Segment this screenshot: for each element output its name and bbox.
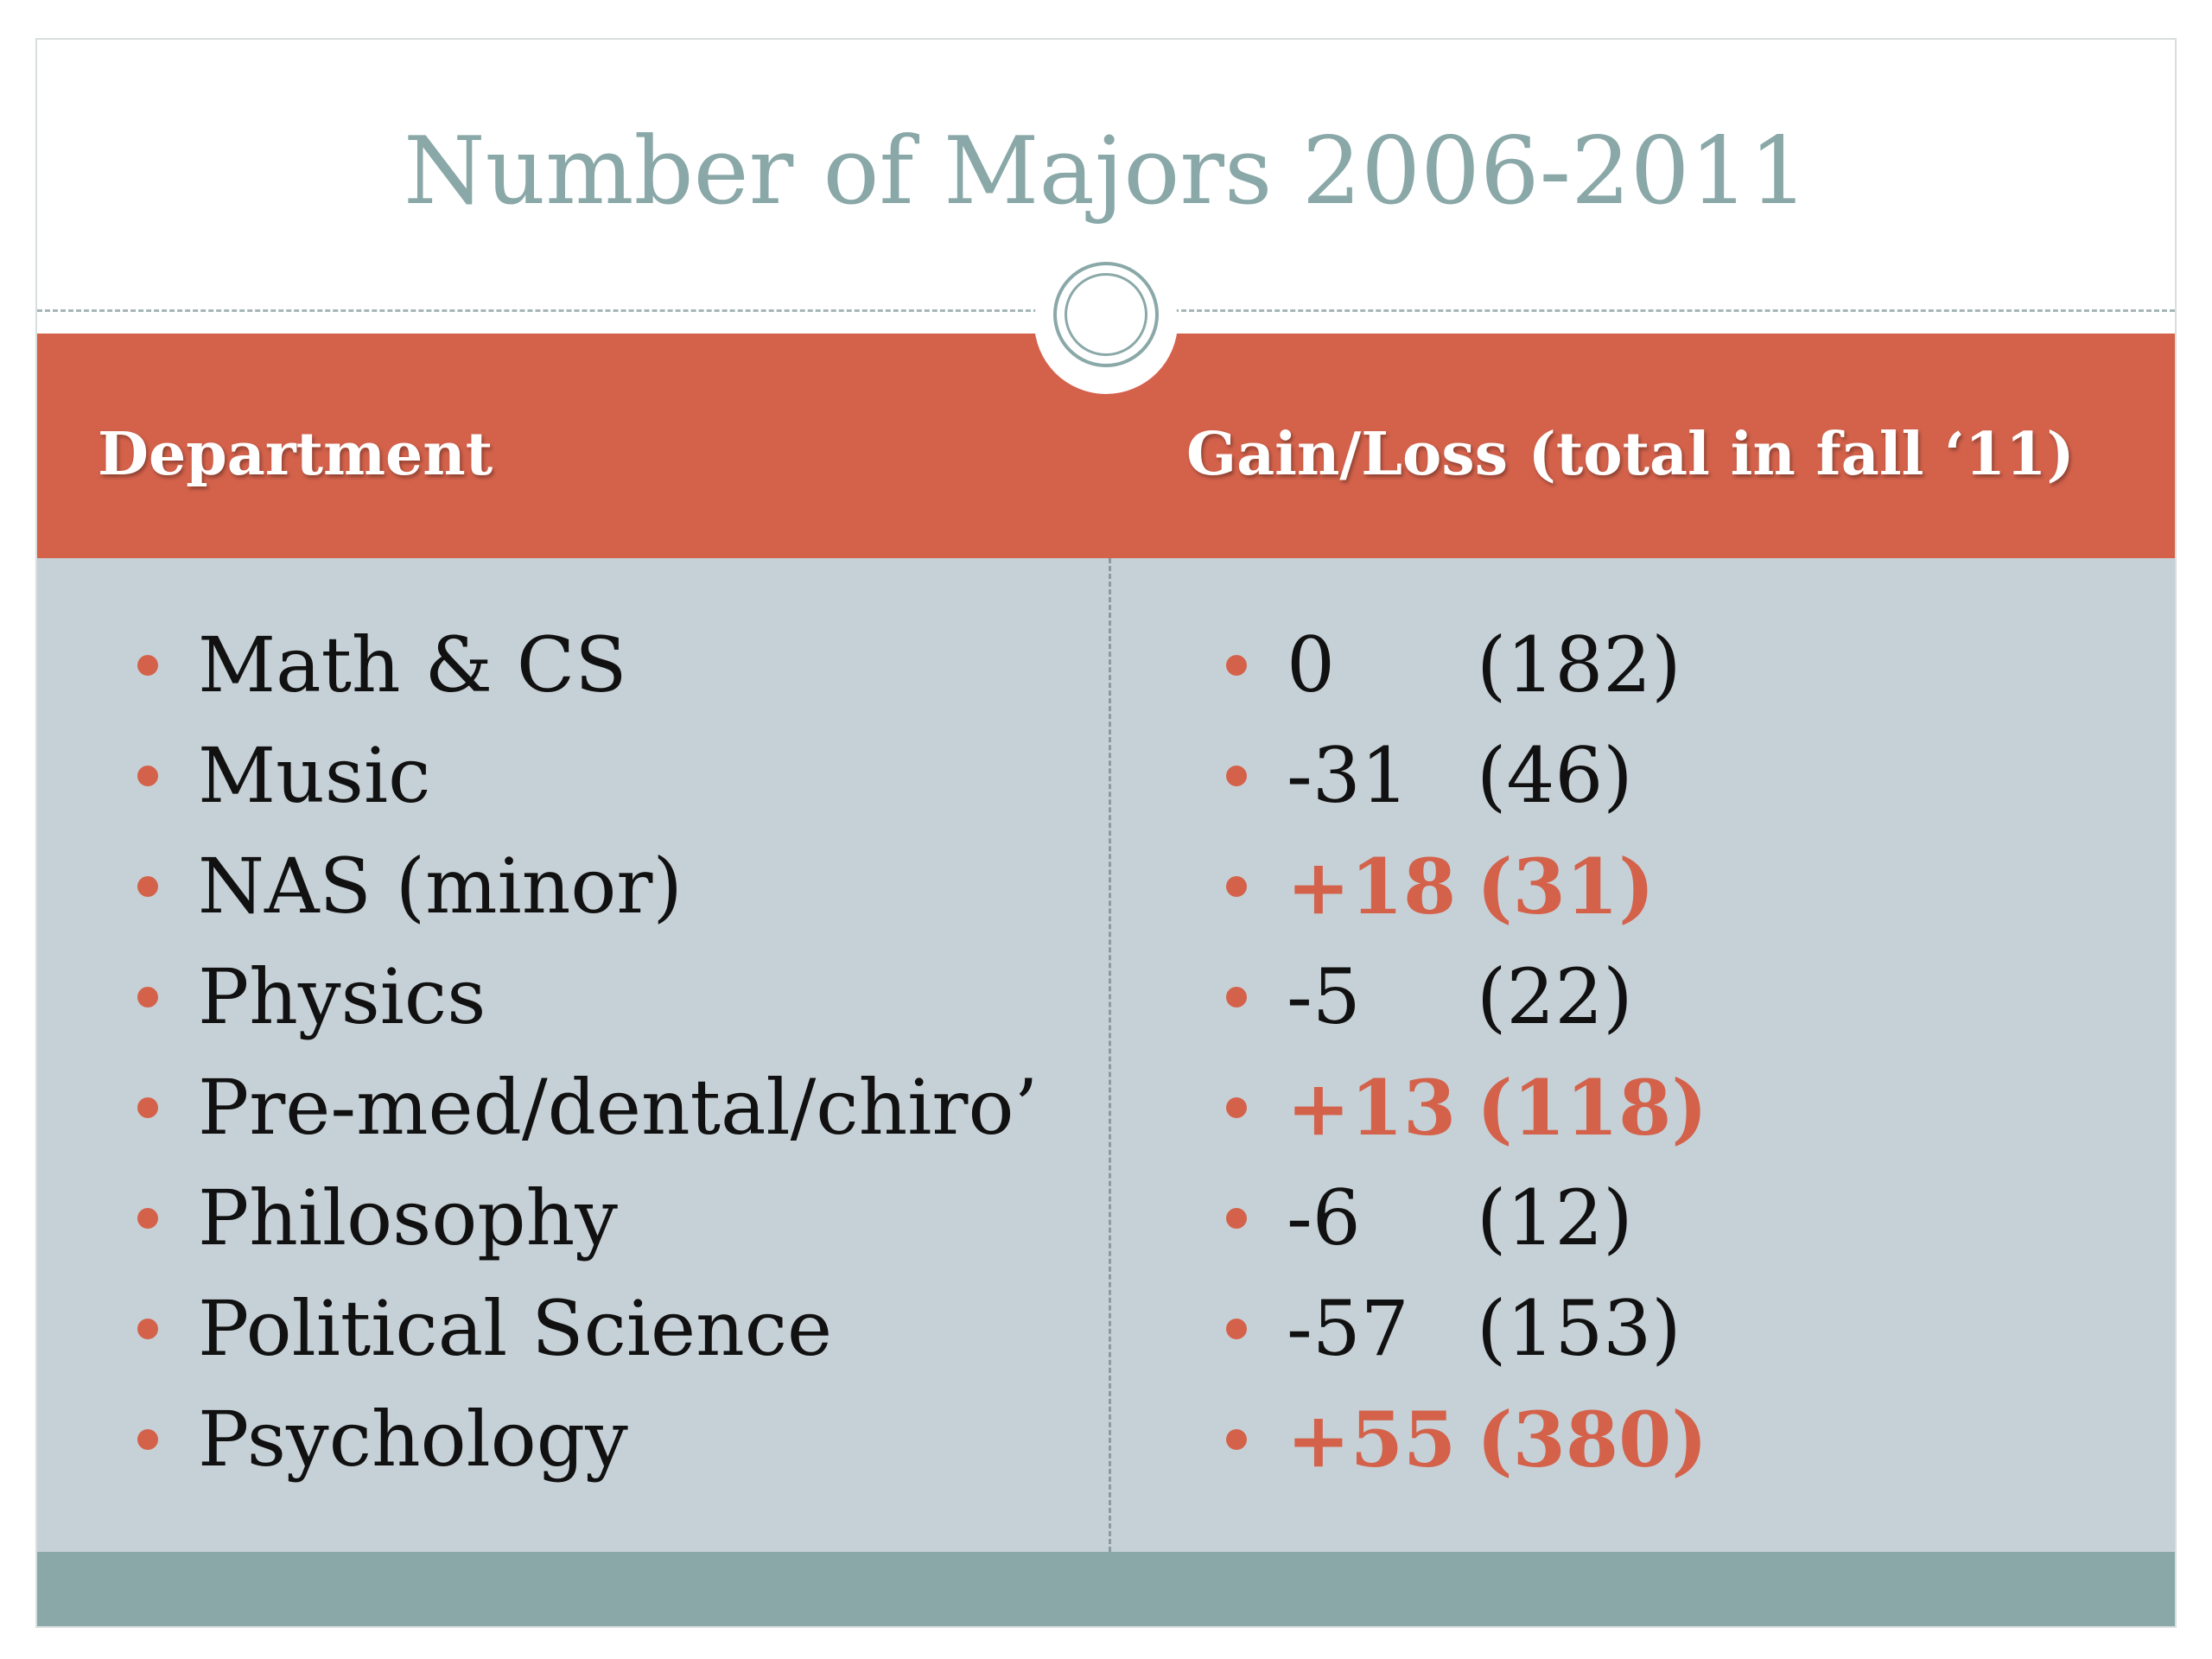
list-item: Physics	[98, 942, 1038, 1052]
department-name: Music	[198, 731, 431, 820]
column-divider	[1109, 558, 1111, 1552]
total-value: (46)	[1477, 731, 1633, 820]
slide-title: Number of Majors 2006-2011	[404, 118, 1808, 226]
table-body	[37, 558, 2175, 1552]
department-list: Math & CS Music NAS (minor) Physics Pre-…	[98, 610, 1038, 1495]
total-value: (12)	[1477, 1173, 1633, 1262]
total-value: (118)	[1477, 1063, 1707, 1153]
bullet-icon	[137, 876, 158, 897]
bullet-icon	[1226, 1097, 1247, 1118]
total-value: (182)	[1477, 620, 1681, 709]
department-header: Department	[98, 420, 493, 489]
list-item: Philosophy	[98, 1163, 1038, 1274]
bullet-icon	[1226, 1208, 1247, 1229]
list-item: Pre-med/dental/chiro’	[98, 1052, 1038, 1163]
department-name: Philosophy	[198, 1173, 619, 1262]
gain-value: -57	[1287, 1284, 1409, 1373]
bullet-icon	[1226, 876, 1247, 897]
department-name: Physics	[198, 952, 486, 1041]
slide: Number of Majors 2006-2011 Department Ga…	[35, 38, 2177, 1628]
circle-ornament-inner	[1065, 273, 1147, 356]
department-name: Psychology	[198, 1395, 628, 1484]
list-item: -57 (153)	[1186, 1274, 1707, 1384]
list-item: -6 (12)	[1186, 1163, 1707, 1274]
gain-loss-header: Gain/Loss (total in fall ‘11)	[1186, 420, 2075, 489]
total-value: (153)	[1477, 1284, 1681, 1373]
list-item: Music	[98, 721, 1038, 831]
bullet-icon	[1226, 1429, 1247, 1450]
bullet-icon	[1226, 987, 1247, 1007]
bullet-icon	[1226, 655, 1247, 676]
gain-value: +18	[1287, 842, 1457, 931]
bullet-icon	[137, 1319, 158, 1339]
footer-band	[37, 1552, 2175, 1626]
department-name: Math & CS	[198, 620, 627, 709]
gain-value: -6	[1287, 1173, 1361, 1262]
department-name: NAS (minor)	[198, 842, 683, 931]
total-value: (22)	[1477, 952, 1633, 1041]
list-item: -5 (22)	[1186, 942, 1707, 1052]
list-item: Political Science	[98, 1274, 1038, 1384]
list-item: +13 (118)	[1186, 1052, 1707, 1163]
bullet-icon	[137, 1097, 158, 1118]
list-item: Math & CS	[98, 610, 1038, 721]
list-item: -31 (46)	[1186, 721, 1707, 831]
bullet-icon	[137, 1208, 158, 1229]
total-value: (31)	[1477, 842, 1655, 931]
department-name: Political Science	[198, 1284, 833, 1373]
bullet-icon	[1226, 1319, 1247, 1339]
list-item: 0 (182)	[1186, 610, 1707, 721]
list-item: Psychology	[98, 1384, 1038, 1495]
list-item: +18 (31)	[1186, 831, 1707, 942]
bullet-icon	[1226, 766, 1247, 786]
list-item: +55 (380)	[1186, 1384, 1707, 1495]
total-value: (380)	[1477, 1395, 1707, 1484]
gain-value: +55	[1287, 1395, 1457, 1484]
gain-value: -31	[1287, 731, 1409, 820]
list-item: NAS (minor)	[98, 831, 1038, 942]
bullet-icon	[137, 987, 158, 1007]
department-name: Pre-med/dental/chiro’	[198, 1063, 1039, 1152]
bullet-icon	[137, 766, 158, 786]
bullet-icon	[137, 655, 158, 676]
gain-value: 0	[1287, 620, 1335, 709]
gain-value: -5	[1287, 952, 1361, 1041]
bullet-icon	[137, 1429, 158, 1450]
gain-value: +13	[1287, 1063, 1457, 1153]
gain-loss-list: 0 (182) -31 (46) +18 (31) -5 (22) +13 (118) -…	[1186, 610, 1707, 1495]
